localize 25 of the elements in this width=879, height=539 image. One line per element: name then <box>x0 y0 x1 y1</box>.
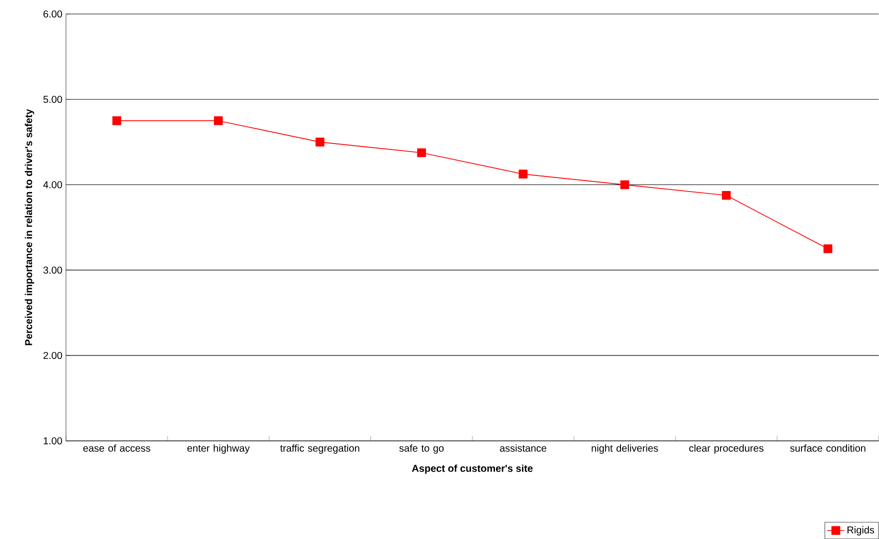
x-tick-label: enter highway <box>187 444 250 454</box>
y-tick-label: 6.00 <box>43 10 62 18</box>
point <box>417 148 426 158</box>
y-tick-label: 1.00 <box>44 437 62 444</box>
point <box>722 190 731 200</box>
y-tick-label: 5.00 <box>43 96 62 103</box>
y-tick-label: 3.00 <box>43 266 62 274</box>
x-tick-label: assistance <box>500 444 546 452</box>
x-tick-label: ease of access <box>83 444 150 452</box>
x-tick-label: safe to go <box>399 444 444 454</box>
point <box>316 138 324 146</box>
point <box>518 170 528 178</box>
point <box>620 180 630 190</box>
y-tick-label: 2.00 <box>43 352 62 359</box>
x-tick-label: surface condition <box>790 444 866 452</box>
x-tick-label: night deliveries <box>592 444 658 454</box>
point <box>214 116 223 126</box>
x-axis-title: Aspect of customer's site <box>412 464 533 474</box>
point <box>112 116 122 126</box>
y-axis-title: Perceived importance in relation to driver's safety <box>24 109 34 346</box>
point <box>824 244 832 254</box>
x-tick-label: clear procedures <box>689 444 764 454</box>
legend-label: Rigids <box>848 526 874 536</box>
x-tick-label: traffic segregation <box>280 444 360 454</box>
y-tick-label: 4.00 <box>43 181 62 188</box>
